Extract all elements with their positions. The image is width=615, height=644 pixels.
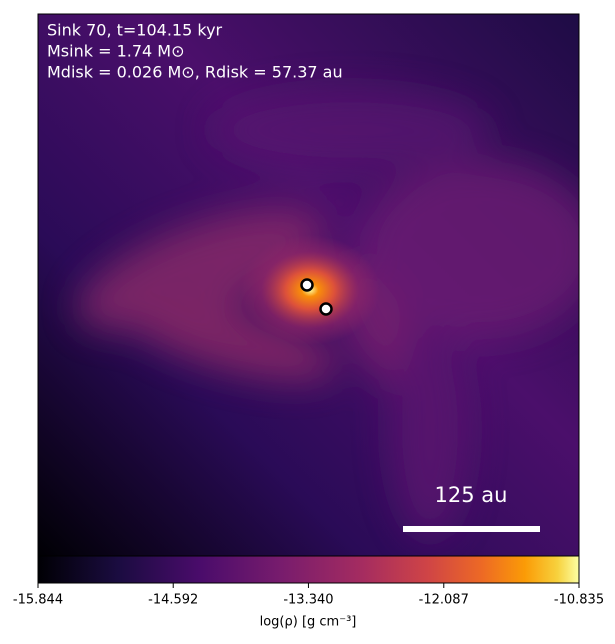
colorbar-tick-label: -15.844 bbox=[13, 593, 63, 608]
colorbar-tick-label: -10.835 bbox=[554, 593, 604, 608]
colorbar-tick-label: -13.340 bbox=[283, 593, 333, 608]
colorbar-tick-label: -14.592 bbox=[148, 593, 198, 608]
scale-bar bbox=[403, 526, 540, 532]
density-map bbox=[38, 14, 579, 556]
colorbar bbox=[37, 555, 580, 584]
annotation: Mdisk = 0.026 M⊙, Rdisk = 57.37 au bbox=[47, 63, 343, 82]
scale-bar-label: 125 au bbox=[435, 483, 508, 507]
annotation: Sink 70, t=104.15 kyr bbox=[47, 21, 223, 40]
colorbar-label: log(ρ) [g cm⁻³] bbox=[260, 615, 357, 630]
colorbar-tick-label: -12.087 bbox=[419, 593, 469, 608]
annotation: Msink = 1.74 M⊙ bbox=[47, 42, 185, 61]
